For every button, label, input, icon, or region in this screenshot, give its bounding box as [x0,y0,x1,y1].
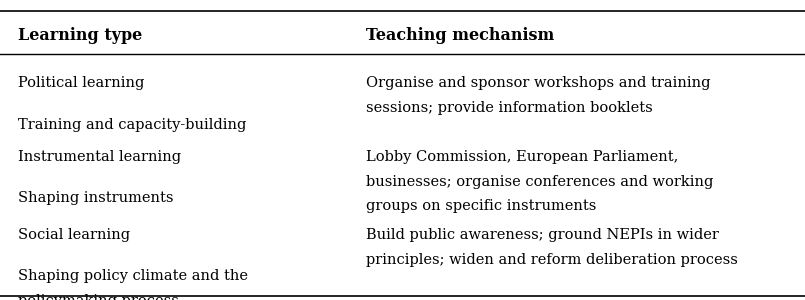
Text: Teaching mechanism: Teaching mechanism [366,27,555,44]
Text: Learning type: Learning type [18,27,142,44]
Text: Shaping instruments: Shaping instruments [18,191,173,205]
Text: Organise and sponsor workshops and training: Organise and sponsor workshops and train… [366,76,711,91]
Text: Training and capacity-building: Training and capacity-building [18,118,246,132]
Text: Instrumental learning: Instrumental learning [18,150,181,164]
Text: Build public awareness; ground NEPIs in wider: Build public awareness; ground NEPIs in … [366,228,719,242]
Text: Lobby Commission, European Parliament,: Lobby Commission, European Parliament, [366,150,679,164]
Text: businesses; organise conferences and working: businesses; organise conferences and wor… [366,175,714,189]
Text: principles; widen and reform deliberation process: principles; widen and reform deliberatio… [366,253,738,267]
Text: Social learning: Social learning [18,228,130,242]
Text: Political learning: Political learning [18,76,144,91]
Text: policymaking process: policymaking process [18,294,179,300]
Text: sessions; provide information booklets: sessions; provide information booklets [366,101,653,115]
Text: Shaping policy climate and the: Shaping policy climate and the [18,269,248,283]
Text: groups on specific instruments: groups on specific instruments [366,199,597,213]
